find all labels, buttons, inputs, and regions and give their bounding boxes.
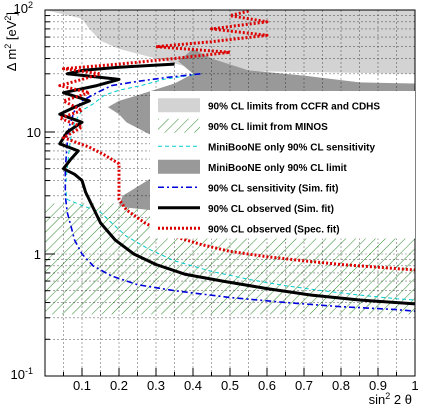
x-tick-label: 0.9 (369, 378, 387, 393)
legend-label-4: 90% CL sensitivity (Sim. fit) (208, 183, 338, 194)
legend-swatch-1 (158, 118, 200, 133)
x-tick-label: 0.8 (332, 378, 350, 393)
x-tick-label: 0.1 (73, 378, 91, 393)
series-area-0 (45, 10, 415, 74)
y-tick-label: 102 (14, 0, 33, 16)
legend-label-1: 90% CL limit from MINOS (208, 122, 328, 133)
y-tick-label: 1 (34, 247, 41, 262)
series-line-4 (64, 73, 415, 312)
legend-swatch-0 (158, 98, 200, 113)
legend-label-5: 90% CL observed (Sim. fit) (208, 204, 334, 215)
x-tick-label: 0.5 (221, 378, 239, 393)
x-tick-label: 0.2 (110, 378, 128, 393)
y-tick-label: 10 (27, 125, 41, 140)
legend: 90% CL limits from CCFR and CDHS 90% CL l… (150, 91, 415, 239)
x-tick-label: 0.6 (258, 378, 276, 393)
series-line-6 (58, 10, 415, 272)
y-axis-label: Δ m2 [eV2] (3, 12, 19, 71)
x-tick-label: 0.3 (147, 378, 165, 393)
x-tick-label: 0.7 (295, 378, 313, 393)
legend-label-2: MiniBooNE only 90% CL sensitivity (208, 142, 376, 153)
legend-swatch-3 (158, 159, 200, 174)
legend-label-3: MiniBooNE only 90% CL limit (208, 163, 347, 174)
y-tick-label: 10-1 (11, 366, 33, 382)
legend-label-6: 90% CL observed (Spec. fit) (208, 224, 340, 235)
x-axis-label: sin2 2 θ (369, 391, 412, 407)
x-tick-label: 0.4 (184, 378, 202, 393)
series-line-2 (64, 73, 415, 301)
legend-label-0: 90% CL limits from CCFR and CDHS (208, 101, 380, 112)
series-line-5 (58, 62, 415, 306)
x-tick-label: 1 (411, 378, 418, 393)
